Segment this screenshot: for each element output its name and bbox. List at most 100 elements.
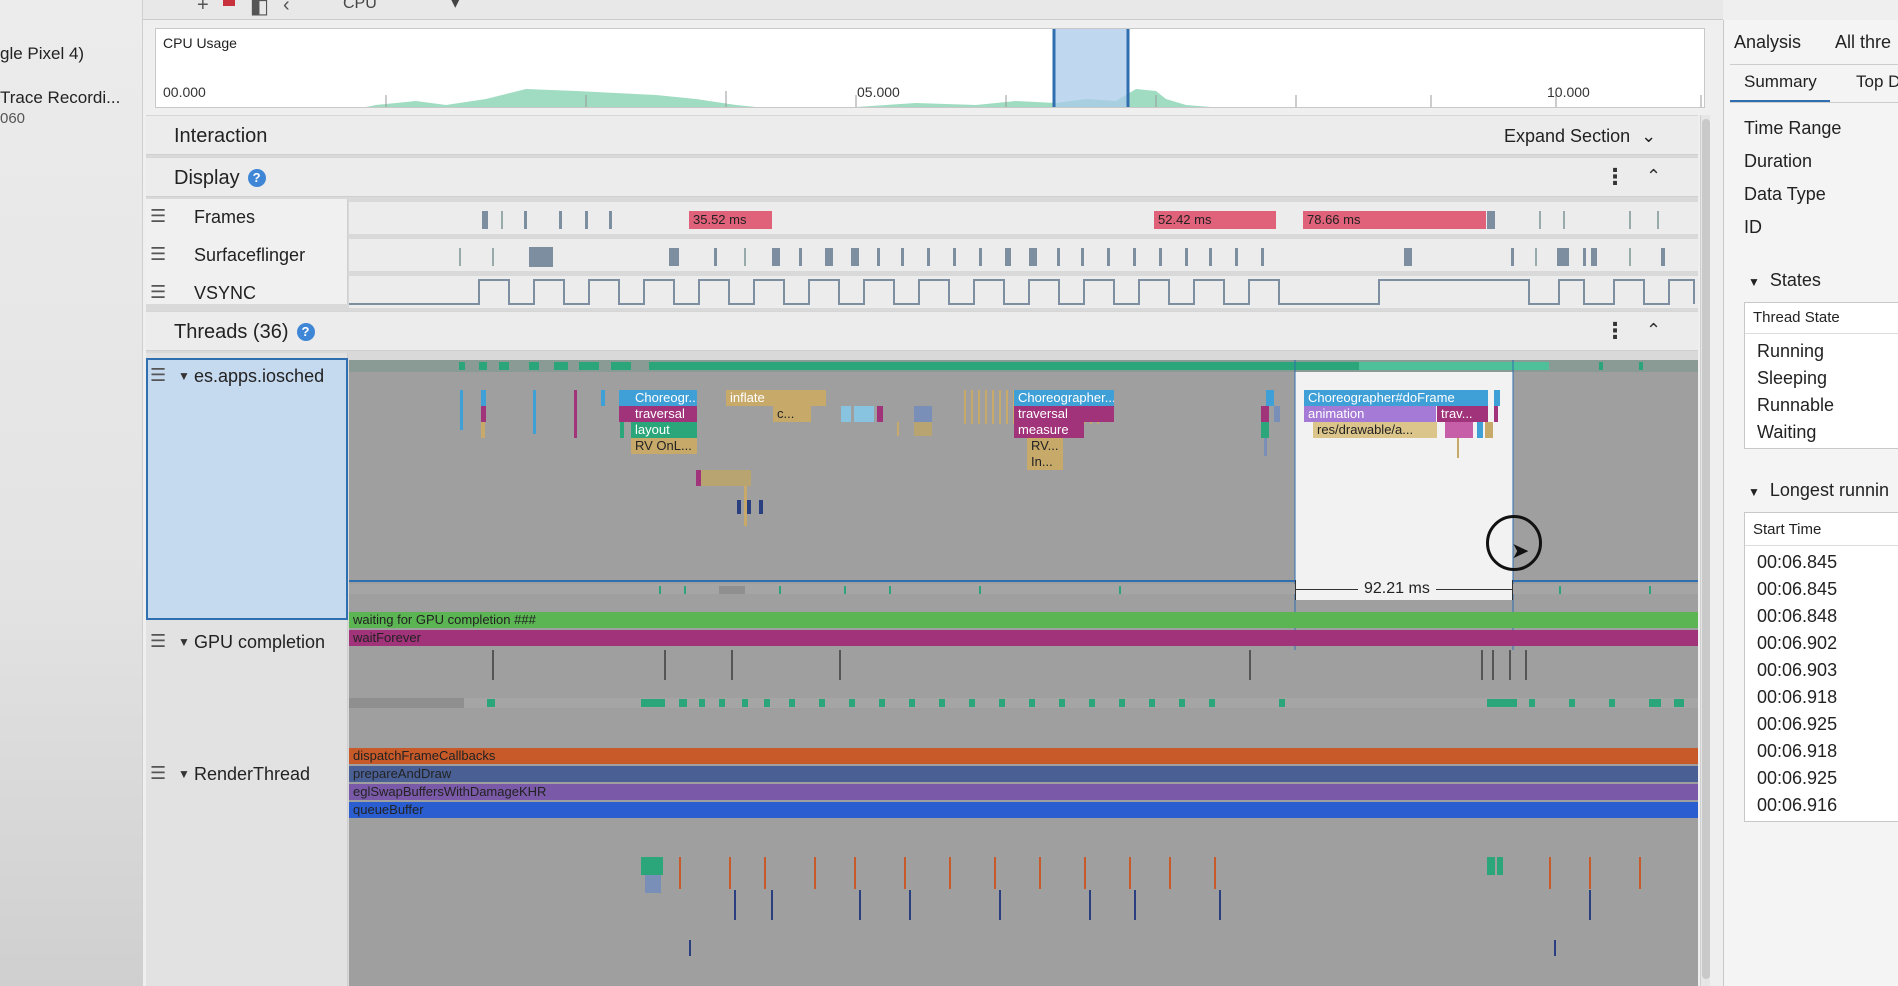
frames-lane[interactable]: 35.52 ms 52.42 ms 78.66 ms: [349, 202, 1698, 234]
sessions-sidebar: gle Pixel 4) Trace Recordi... 060: [0, 0, 143, 986]
longest-row[interactable]: 00:06.845: [1757, 552, 1838, 572]
state-waiting[interactable]: Waiting: [1757, 422, 1817, 442]
main-thread-label-selected[interactable]: [146, 358, 348, 620]
trace-main-panel: Interaction Expand Section ⌄ Display? ⋮ …: [146, 115, 1698, 986]
interaction-section-header[interactable]: Interaction Expand Section ⌄: [146, 115, 1698, 155]
slice-c[interactable]: c...: [773, 406, 811, 422]
tick-label: 10.000: [1547, 84, 1590, 100]
longest-row[interactable]: 00:06.902: [1757, 633, 1838, 653]
slice-waitforever[interactable]: waitForever: [349, 630, 1698, 646]
slice-layout[interactable]: layout: [631, 422, 697, 438]
hamburger-icon[interactable]: ☰: [150, 206, 167, 226]
track-gpu-completion[interactable]: ☰ ▼ GPU completion: [150, 631, 326, 652]
state-sleeping[interactable]: Sleeping: [1757, 368, 1828, 388]
slice-rv[interactable]: RV...: [1027, 438, 1063, 454]
longest-row[interactable]: 00:06.918: [1757, 741, 1838, 761]
help-icon[interactable]: ?: [296, 323, 315, 341]
longest-row[interactable]: 00:06.848: [1757, 606, 1838, 626]
slice-queue-buffer[interactable]: queueBuffer: [349, 802, 1698, 818]
selection-duration-ruler: 92.21 ms: [1295, 580, 1513, 600]
chevron-up-icon[interactable]: ⌃: [1646, 320, 1662, 340]
slice-traversal[interactable]: traversal: [631, 406, 697, 422]
track-surfaceflinger[interactable]: ☰ Surfaceflinger: [150, 244, 306, 265]
threads-lanes[interactable]: Choreogr... traversal layout RV OnL... i…: [349, 360, 1698, 986]
triangle-down-icon[interactable]: ▼: [178, 635, 190, 649]
plus-icon[interactable]: +: [197, 0, 209, 16]
frame-slice[interactable]: 52.42 ms: [1154, 211, 1276, 229]
tick-label: 05.000: [857, 84, 900, 100]
state-runnable[interactable]: Runnable: [1757, 395, 1835, 415]
tab-analysis[interactable]: Analysis: [1734, 32, 1802, 52]
longest-row[interactable]: 00:06.903: [1757, 660, 1838, 680]
kebab-icon[interactable]: ⋮: [1604, 318, 1626, 343]
track-render-thread[interactable]: ☰ ▼ RenderThread: [150, 763, 311, 784]
cpu-select[interactable]: CPU ▾: [343, 0, 459, 13]
tick-label: 00.000: [163, 84, 206, 100]
slice-in[interactable]: In...: [1027, 454, 1063, 470]
slice-traversal[interactable]: traversal: [1014, 406, 1114, 422]
slice-prepare-and-draw[interactable]: prepareAndDraw: [349, 766, 1698, 782]
tab-top-down[interactable]: Top D: [1856, 72, 1898, 91]
triangle-down-icon[interactable]: ▼: [178, 369, 190, 383]
interaction-label: Interaction: [174, 125, 268, 147]
device-label[interactable]: gle Pixel 4): [0, 44, 85, 63]
states-group[interactable]: ▼ States: [1748, 270, 1821, 290]
track-main-thread[interactable]: ☰ ▼ es.apps.iosched: [150, 365, 325, 386]
cursor-icon: ➤: [1486, 515, 1542, 571]
state-running[interactable]: Running: [1757, 341, 1825, 361]
slice-egl-swap-buffers[interactable]: eglSwapBuffersWithDamageKHR: [349, 784, 1698, 800]
summary-id: ID: [1744, 217, 1762, 237]
recording-title[interactable]: Trace Recordi...: [0, 88, 121, 107]
hamburger-icon[interactable]: ☰: [150, 763, 167, 783]
slice-choreographer[interactable]: Choreogr...: [631, 390, 697, 406]
triangle-down-icon[interactable]: ▼: [178, 767, 190, 781]
expand-section-button[interactable]: Expand Section ⌄: [1504, 126, 1657, 146]
threads-section-header[interactable]: Threads (36)? ⋮ ⌃: [146, 311, 1698, 351]
selection-range[interactable]: [1053, 29, 1129, 108]
display-section-header[interactable]: Display? ⋮ ⌃: [146, 157, 1698, 197]
hamburger-icon[interactable]: ☰: [150, 365, 167, 385]
chevron-down-icon: ⌄: [1641, 126, 1657, 146]
track-frames[interactable]: ☰ Frames: [150, 206, 256, 227]
longest-running-group[interactable]: ▼ Longest runnin: [1748, 480, 1889, 500]
track-vsync[interactable]: ☰ VSYNC: [150, 282, 257, 303]
help-icon[interactable]: ?: [247, 169, 266, 187]
display-track-labels: [146, 199, 348, 304]
slice-waiting-gpu[interactable]: waiting for GPU completion ###: [349, 612, 1698, 628]
vertical-scrollbar[interactable]: [1700, 115, 1710, 986]
slice-res-drawable[interactable]: res/drawable/a...: [1313, 422, 1437, 438]
longest-row[interactable]: 00:06.845: [1757, 579, 1838, 599]
longest-row[interactable]: 00:06.918: [1757, 687, 1838, 707]
longest-running-table: Start Time 00:06.845 00:06.845 00:06.848…: [1744, 512, 1898, 822]
slice-dispatch-frame-callbacks[interactable]: dispatchFrameCallbacks: [349, 748, 1698, 764]
summary-data-type: Data Type: [1744, 184, 1826, 204]
slice-traversal[interactable]: trav...: [1437, 406, 1488, 422]
longest-row[interactable]: 00:06.916: [1757, 795, 1838, 815]
chevron-up-icon[interactable]: ⌃: [1646, 166, 1662, 186]
slice-choreographer[interactable]: Choreographer...: [1014, 390, 1114, 406]
longest-row[interactable]: 00:06.925: [1757, 768, 1838, 788]
slice-inflate[interactable]: inflate: [726, 390, 826, 406]
hamburger-icon[interactable]: ☰: [150, 244, 167, 264]
cpu-usage-title: CPU Usage: [163, 35, 237, 51]
vsync-lane[interactable]: [349, 276, 1698, 308]
summary-duration: Duration: [1744, 151, 1813, 171]
frame-slice[interactable]: 78.66 ms: [1303, 211, 1486, 229]
hamburger-icon[interactable]: ☰: [150, 282, 167, 302]
layout-icon[interactable]: ◧: [250, 0, 269, 18]
back-icon[interactable]: ‹: [283, 0, 290, 16]
cpu-usage-chart[interactable]: CPU Usage 00.000 05.000 10.000: [155, 28, 1705, 108]
longest-row[interactable]: 00:06.925: [1757, 714, 1838, 734]
slice-choreographer-doframe[interactable]: Choreographer#doFrame: [1304, 390, 1488, 406]
hamburger-icon[interactable]: ☰: [150, 631, 167, 651]
slice-animation[interactable]: animation: [1304, 406, 1436, 422]
tab-all-threads[interactable]: All thre: [1835, 32, 1892, 52]
slice-measure[interactable]: measure: [1014, 422, 1084, 438]
stop-icon[interactable]: [223, 0, 235, 6]
analysis-panel: Analysis All thre Summary Top D Time Ran…: [1723, 20, 1898, 986]
slice-rv-onlayout[interactable]: RV OnL...: [631, 438, 697, 454]
kebab-icon[interactable]: ⋮: [1604, 164, 1626, 189]
frame-slice[interactable]: 35.52 ms: [689, 211, 772, 229]
surfaceflinger-lane[interactable]: [349, 239, 1698, 271]
tab-summary[interactable]: Summary: [1744, 72, 1817, 91]
